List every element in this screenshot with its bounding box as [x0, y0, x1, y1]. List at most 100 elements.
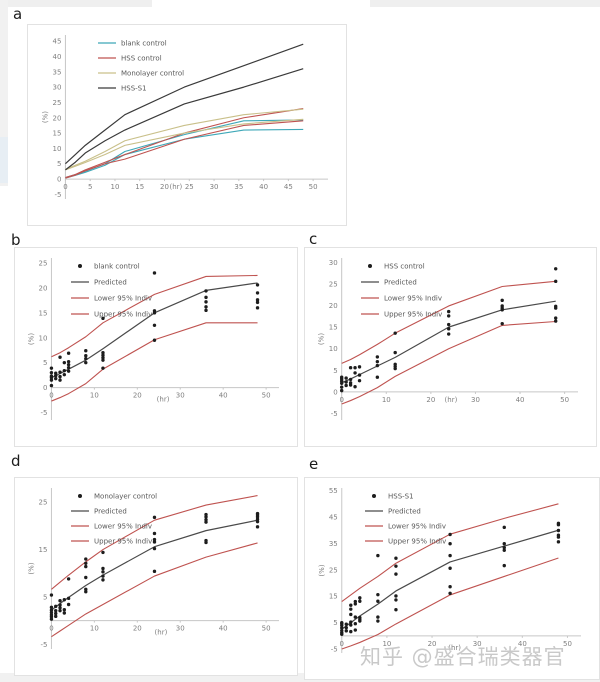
- svg-text:10: 10: [90, 625, 99, 633]
- svg-text:30: 30: [210, 183, 219, 191]
- svg-text:25: 25: [329, 280, 338, 288]
- svg-text:25: 25: [53, 99, 62, 107]
- page-edge-artifact: [0, 137, 8, 183]
- svg-text:50: 50: [563, 640, 572, 648]
- svg-text:10: 10: [329, 345, 338, 353]
- svg-text:30: 30: [329, 259, 338, 267]
- svg-text:0: 0: [43, 384, 47, 392]
- chart-panel-b: 25 20 15 10 5 0 -5 0 10 20 30 40 50 (hr) (%) blank cont…: [14, 247, 298, 447]
- svg-text:Upper 95% Indiv: Upper 95% Indiv: [388, 538, 446, 546]
- svg-text:-5: -5: [331, 646, 338, 654]
- chart-panel-a: 45 40 35 30 25 20 15 10 5 0 -5 0 5 10 15 20 25 30 35 40 45 50…: [27, 24, 347, 226]
- chart-panel-c: 30 25 20 15 10 5 0 -5 0 10 20 30 40 50 (hr) (%) HSS cont…: [304, 247, 597, 447]
- svg-text:0: 0: [49, 625, 53, 633]
- svg-text:20: 20: [133, 392, 142, 400]
- svg-text:Lower 95% Indiv: Lower 95% Indiv: [94, 523, 152, 531]
- svg-text:50: 50: [262, 625, 271, 633]
- svg-text:(%): (%): [318, 564, 326, 576]
- svg-text:10: 10: [382, 640, 391, 648]
- svg-text:5: 5: [43, 593, 47, 601]
- svg-text:55: 55: [329, 487, 338, 495]
- chart-d-canvas: 25 15 5 -50 10 20 30 40 50 (hr) (%) Monolayer contr…: [27, 488, 279, 649]
- svg-text:40: 40: [219, 392, 228, 400]
- svg-text:blank control: blank control: [121, 40, 167, 48]
- svg-text:Upper 95% Indiv: Upper 95% Indiv: [384, 311, 442, 319]
- svg-text:30: 30: [176, 392, 185, 400]
- svg-text:20: 20: [133, 625, 142, 633]
- svg-text:10: 10: [111, 183, 120, 191]
- svg-text:20: 20: [160, 183, 169, 191]
- panel-label-a: a: [13, 5, 23, 23]
- svg-text:Upper 95% Indiv: Upper 95% Indiv: [94, 311, 152, 319]
- svg-text:20: 20: [428, 640, 437, 648]
- svg-text:10: 10: [53, 145, 62, 153]
- svg-text:Predicted: Predicted: [384, 279, 417, 287]
- svg-text:5: 5: [333, 367, 337, 375]
- svg-text:40: 40: [53, 53, 62, 61]
- svg-text:(%): (%): [41, 111, 49, 123]
- svg-text:20: 20: [426, 396, 435, 404]
- svg-text:-5: -5: [40, 641, 47, 649]
- svg-text:40: 40: [516, 396, 525, 404]
- svg-text:20: 20: [39, 284, 48, 292]
- svg-text:35: 35: [53, 68, 62, 76]
- svg-text:Monolayer control: Monolayer control: [121, 70, 184, 78]
- svg-text:35: 35: [329, 540, 338, 548]
- svg-text:50: 50: [309, 183, 318, 191]
- svg-text:45: 45: [329, 514, 338, 522]
- chart-e-canvas: 55 45 35 25 15 5 -50 10 20 30 40 50 (hr) (%) HSS-S1 Pre…: [318, 487, 581, 654]
- svg-text:HSS-S1: HSS-S1: [388, 493, 414, 501]
- svg-text:Predicted: Predicted: [388, 508, 421, 516]
- svg-text:0: 0: [340, 640, 344, 648]
- svg-text:30: 30: [53, 84, 62, 92]
- svg-text:(hr): (hr): [445, 396, 458, 404]
- svg-text:40: 40: [518, 640, 527, 648]
- svg-text:-5: -5: [331, 410, 338, 418]
- svg-text:Upper 95% Indiv: Upper 95% Indiv: [94, 538, 152, 546]
- svg-text:0: 0: [57, 176, 61, 184]
- svg-text:Monolayer control: Monolayer control: [94, 493, 157, 501]
- svg-text:40: 40: [219, 625, 228, 633]
- svg-text:25: 25: [39, 499, 48, 507]
- svg-text:45: 45: [284, 183, 293, 191]
- svg-text:25: 25: [185, 183, 194, 191]
- svg-text:HSS control: HSS control: [121, 55, 162, 63]
- page-bottom-strip: [0, 673, 600, 682]
- svg-text:50: 50: [262, 392, 271, 400]
- panel-label-c: c: [309, 230, 318, 248]
- svg-text:50: 50: [560, 396, 569, 404]
- svg-text:0: 0: [339, 396, 343, 404]
- svg-text:(hr): (hr): [155, 629, 168, 637]
- svg-text:30: 30: [471, 396, 480, 404]
- page-top-strip-left: [0, 0, 152, 7]
- panel-label-d: d: [11, 452, 21, 470]
- svg-text:30: 30: [176, 625, 185, 633]
- svg-text:blank control: blank control: [94, 263, 140, 271]
- svg-text:20: 20: [329, 302, 338, 310]
- svg-text:Lower 95% Indiv: Lower 95% Indiv: [94, 295, 152, 303]
- svg-text:40: 40: [259, 183, 268, 191]
- svg-text:Predicted: Predicted: [94, 508, 127, 516]
- svg-text:(hr): (hr): [448, 644, 461, 652]
- chart-panel-d: 25 15 5 -5 0 10 20 30 40 50 (hr) (%) Monolayer contr…: [14, 477, 298, 676]
- watermark: 知乎 @盛合瑞类器官: [360, 645, 566, 669]
- svg-text:5: 5: [57, 160, 61, 168]
- svg-text:5: 5: [43, 359, 47, 367]
- svg-text:15: 15: [329, 593, 338, 601]
- svg-text:(hr): (hr): [170, 183, 183, 191]
- svg-text:Lower 95% Indiv: Lower 95% Indiv: [384, 295, 442, 303]
- svg-text:30: 30: [473, 640, 482, 648]
- svg-text:35: 35: [234, 183, 243, 191]
- svg-text:0: 0: [333, 388, 337, 396]
- svg-text:15: 15: [135, 183, 144, 191]
- svg-text:(%): (%): [27, 333, 35, 345]
- svg-text:15: 15: [53, 130, 62, 138]
- svg-text:20: 20: [53, 114, 62, 122]
- svg-text:15: 15: [39, 309, 48, 317]
- svg-text:10: 10: [90, 392, 99, 400]
- svg-text:(%): (%): [318, 333, 326, 345]
